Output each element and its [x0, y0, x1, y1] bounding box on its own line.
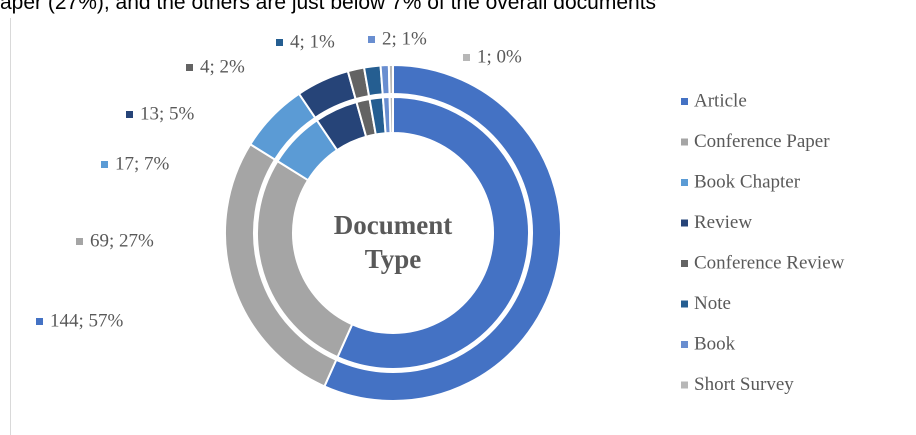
legend-marker	[681, 300, 688, 308]
data-label: 1; 0%	[477, 46, 522, 67]
label-marker	[276, 39, 283, 46]
caption: aper (27%), and the others are just belo…	[0, 0, 657, 14]
label-marker	[463, 54, 470, 61]
chart-title: Document Type	[333, 210, 453, 274]
legend-label: Note	[694, 293, 731, 314]
legend-marker	[681, 219, 688, 227]
legend-label: Article	[694, 90, 747, 111]
inner-slice	[336, 95, 530, 370]
label-marker	[101, 161, 108, 168]
data-label: 2; 1%	[382, 28, 427, 49]
label-marker	[76, 238, 83, 245]
legend-marker	[681, 138, 688, 146]
legend-marker	[681, 341, 688, 348]
inner-slice	[388, 95, 394, 135]
data-label: 144; 57%	[50, 310, 124, 331]
legend-label: Conference Review	[694, 252, 845, 273]
legend-marker	[681, 98, 688, 105]
label-marker	[368, 36, 375, 43]
legend-marker	[681, 260, 688, 267]
legend-label: Book	[694, 333, 736, 354]
legend-label: Short Survey	[694, 374, 794, 395]
legend-label: Review	[694, 212, 752, 233]
data-label: 13; 5%	[140, 103, 195, 124]
outer-slice	[387, 63, 394, 96]
label-marker	[186, 64, 193, 71]
data-label: 4; 1%	[290, 31, 335, 52]
legend-marker	[681, 179, 688, 186]
label-marker	[126, 111, 133, 118]
label-marker	[36, 318, 43, 325]
legend-marker	[681, 381, 688, 389]
outer-slice	[323, 63, 562, 402]
data-label: 17; 7%	[115, 153, 170, 174]
data-label: 4; 2%	[200, 56, 245, 77]
legend-label: Conference Paper	[694, 131, 830, 152]
data-label: 69; 27%	[90, 230, 154, 251]
legend-label: Book Chapter	[694, 171, 801, 192]
